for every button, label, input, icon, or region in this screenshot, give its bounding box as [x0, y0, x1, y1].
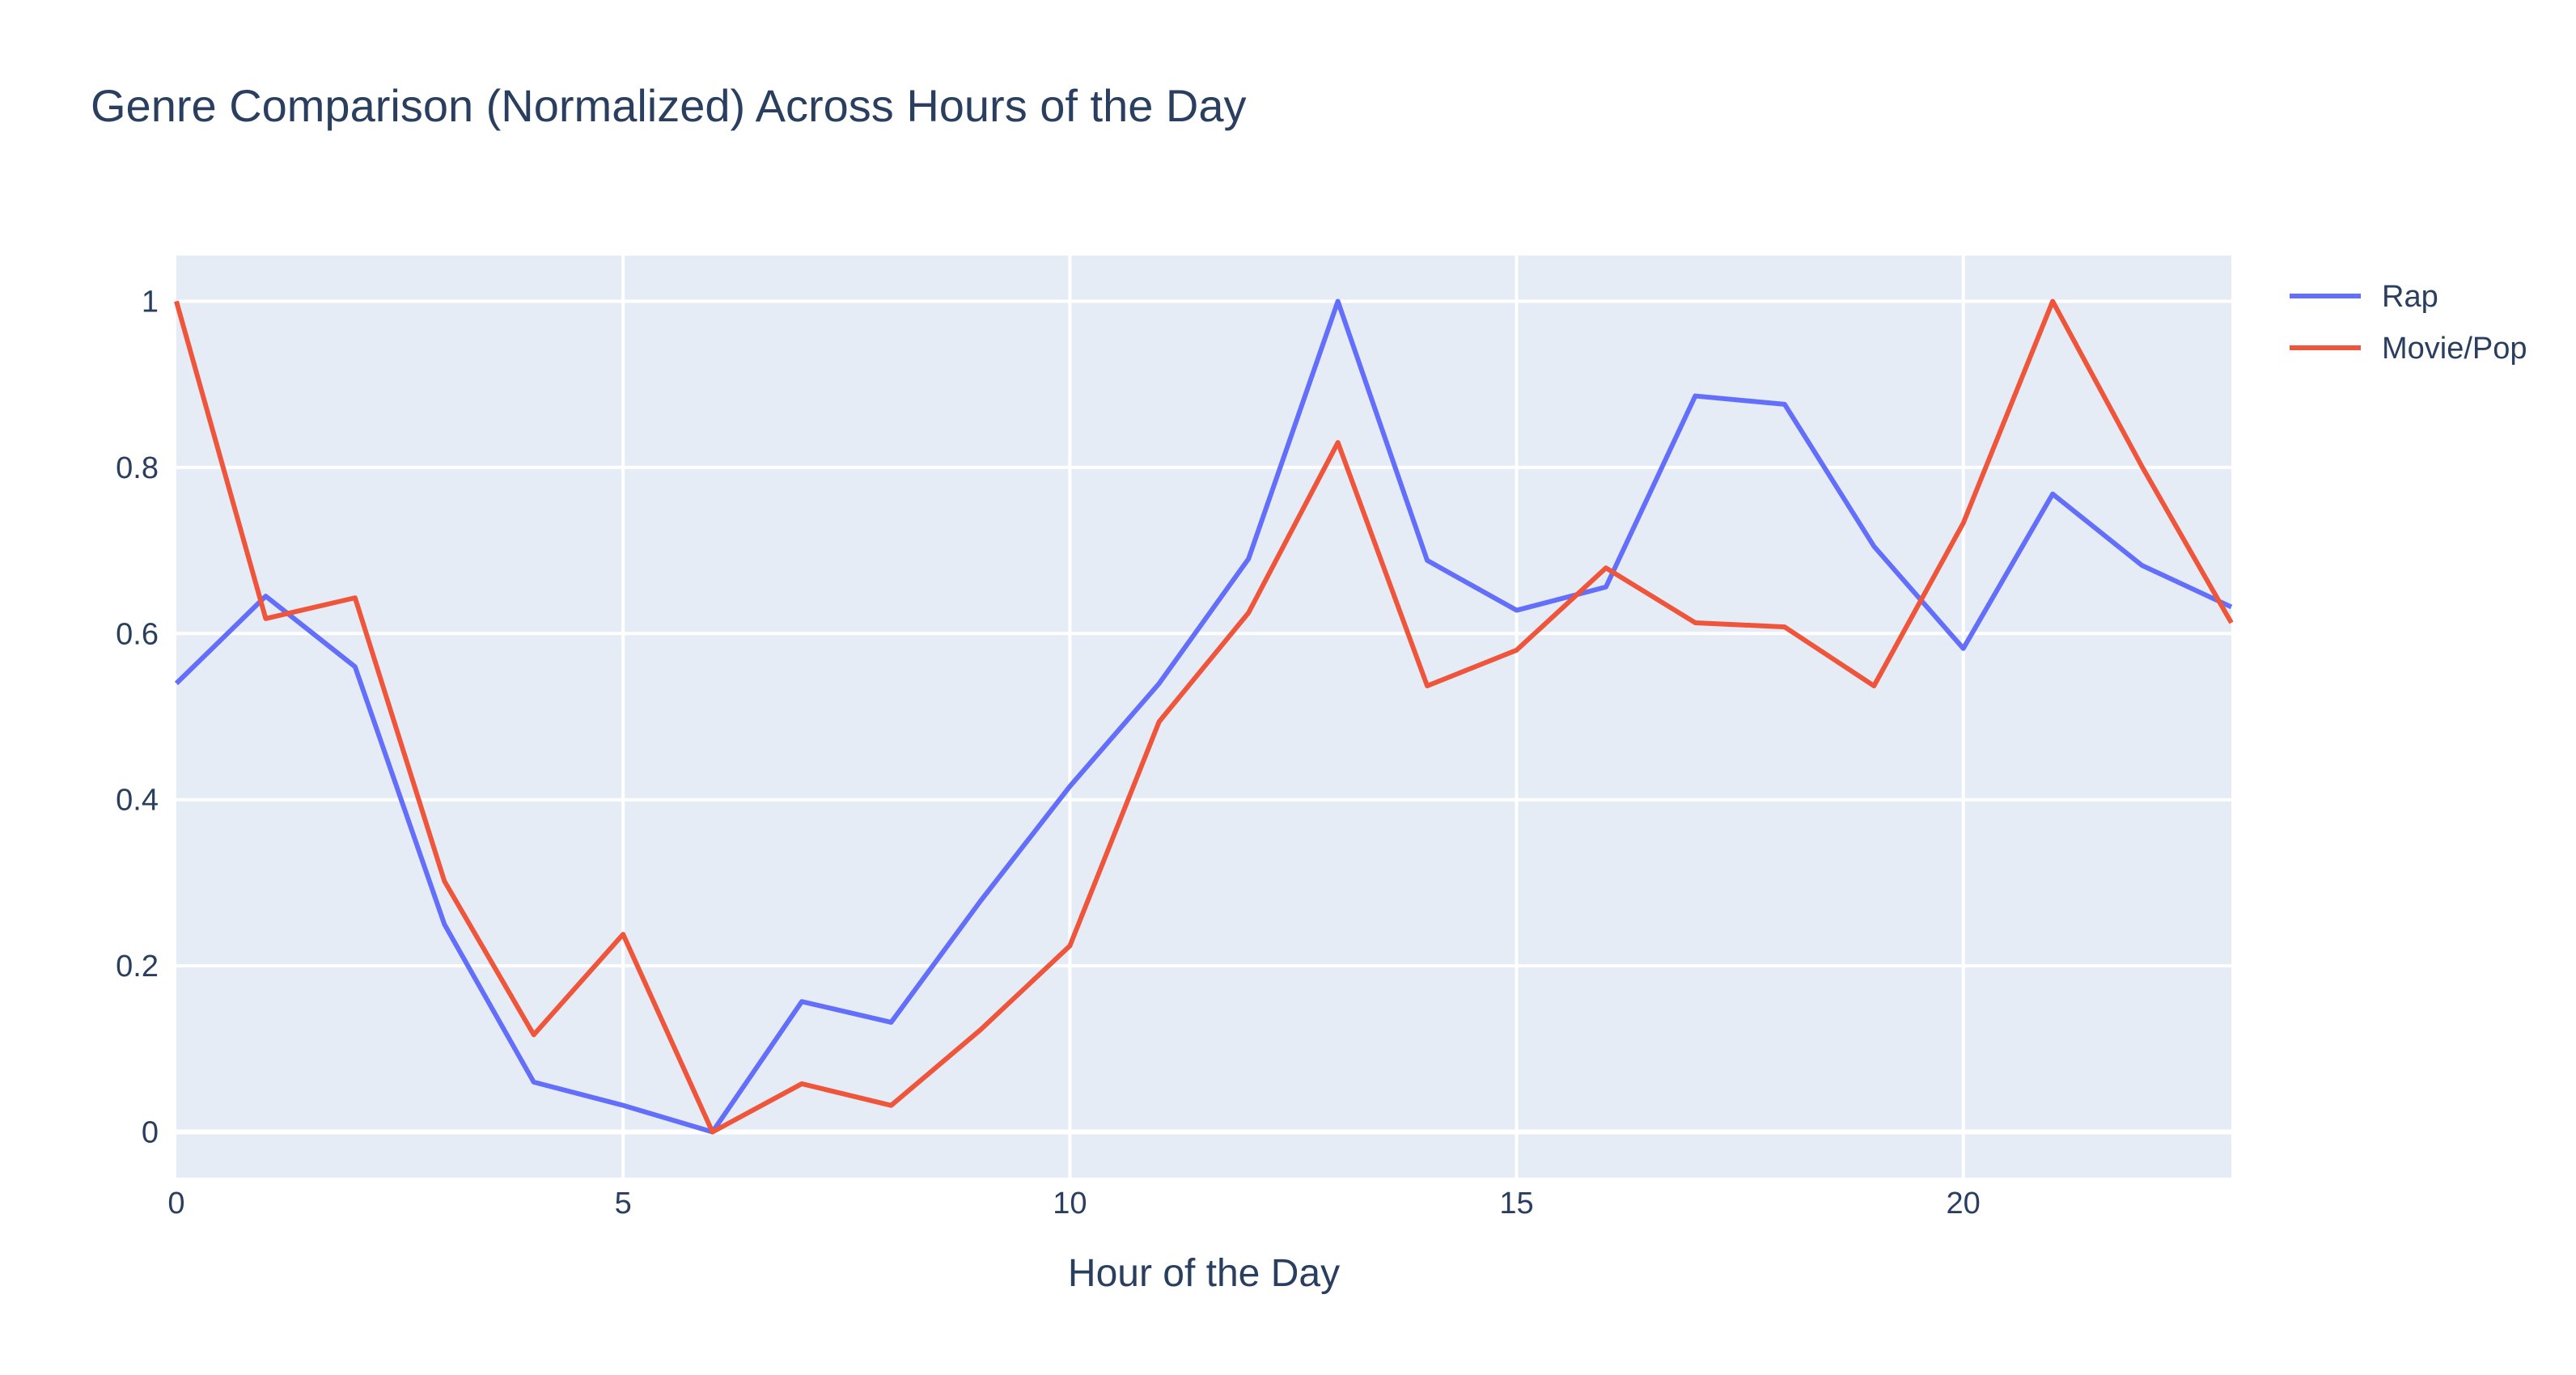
legend-label: Rap	[2382, 280, 2438, 314]
data-point-movie-pop	[2049, 297, 2057, 305]
y-tick-label: 1	[142, 285, 159, 319]
data-point-movie-pop	[1602, 564, 1610, 572]
chart-title: Genre Comparison (Normalized) Across Hou…	[91, 80, 1247, 131]
series-line-movie-pop	[174, 298, 2234, 1135]
data-point-rap	[1066, 782, 1074, 790]
series-line-rap	[174, 298, 2233, 1135]
data-point-movie-pop	[709, 1128, 717, 1136]
data-point-movie-pop	[798, 1080, 806, 1088]
data-point-rap	[172, 679, 180, 688]
legend-item-movie-pop[interactable]: Movie/Pop	[2290, 332, 2527, 366]
data-point-movie-pop	[530, 1030, 538, 1039]
x-tick-label: 15	[1499, 1187, 1533, 1221]
y-tick-label: 0.4	[116, 784, 159, 818]
data-point-movie-pop	[2138, 463, 2146, 471]
y-tick-label: 0.8	[116, 451, 159, 485]
data-point-rap	[1513, 607, 1521, 615]
x-tick-label: 20	[1947, 1187, 1981, 1221]
data-point-rap	[1155, 679, 1163, 688]
legend-item-rap[interactable]: Rap	[2290, 280, 2438, 314]
data-point-rap	[1334, 297, 1342, 305]
data-point-movie-pop	[1781, 623, 1789, 631]
y-tick-label: 0.2	[116, 950, 159, 984]
data-point-movie-pop	[1066, 941, 1074, 950]
data-point-rap	[2138, 561, 2146, 569]
data-point-rap	[530, 1078, 538, 1086]
data-point-movie-pop	[1960, 519, 1968, 527]
data-point-movie-pop	[440, 877, 448, 885]
data-point-rap	[1244, 555, 1252, 563]
data-point-rap	[440, 920, 448, 929]
legend[interactable]: Rap Movie/Pop	[2290, 280, 2527, 366]
x-axis-title: Hour of the Day	[1068, 1252, 1340, 1295]
data-point-rap	[1960, 645, 1968, 653]
data-point-movie-pop	[261, 615, 269, 623]
data-point-rap	[977, 897, 985, 905]
data-point-rap	[1870, 542, 1878, 550]
data-point-movie-pop	[351, 594, 359, 602]
x-tick-label: 5	[615, 1187, 632, 1221]
data-point-rap	[351, 662, 359, 671]
x-axis-ticks: 0 5 10 15 20	[167, 1187, 1980, 1221]
data-point-rap	[1691, 392, 1699, 400]
data-point-movie-pop	[1423, 682, 1431, 690]
data-point-rap	[1602, 583, 1610, 591]
data-point-rap	[1781, 400, 1789, 408]
data-point-movie-pop	[1155, 717, 1163, 726]
plot-area	[176, 256, 2231, 1178]
data-point-movie-pop	[1870, 682, 1878, 690]
data-point-rap	[798, 997, 806, 1005]
data-point-movie-pop	[1513, 646, 1521, 654]
data-point-movie-pop	[1244, 609, 1252, 617]
data-point-movie-pop	[1334, 438, 1342, 446]
data-point-movie-pop	[887, 1102, 895, 1110]
gridlines	[176, 256, 2231, 1178]
x-tick-label: 10	[1053, 1187, 1087, 1221]
legend-label: Movie/Pop	[2382, 332, 2527, 366]
x-tick-label: 0	[167, 1187, 184, 1221]
y-tick-label: 0	[142, 1116, 159, 1150]
series-lines	[172, 297, 2235, 1136]
data-point-rap	[2227, 603, 2235, 611]
data-point-movie-pop	[977, 1026, 985, 1034]
data-point-rap	[887, 1018, 895, 1026]
data-point-rap	[2049, 490, 2057, 498]
y-tick-label: 0.6	[116, 617, 159, 651]
data-point-rap	[261, 592, 269, 600]
data-point-movie-pop	[172, 297, 180, 305]
data-point-movie-pop	[619, 930, 627, 938]
y-axis-ticks: 0 0.2 0.4 0.6 0.8 1	[116, 285, 159, 1149]
data-point-rap	[1423, 556, 1431, 565]
data-point-rap	[619, 1102, 627, 1110]
data-point-movie-pop	[1691, 619, 1699, 627]
data-point-movie-pop	[2227, 619, 2235, 627]
